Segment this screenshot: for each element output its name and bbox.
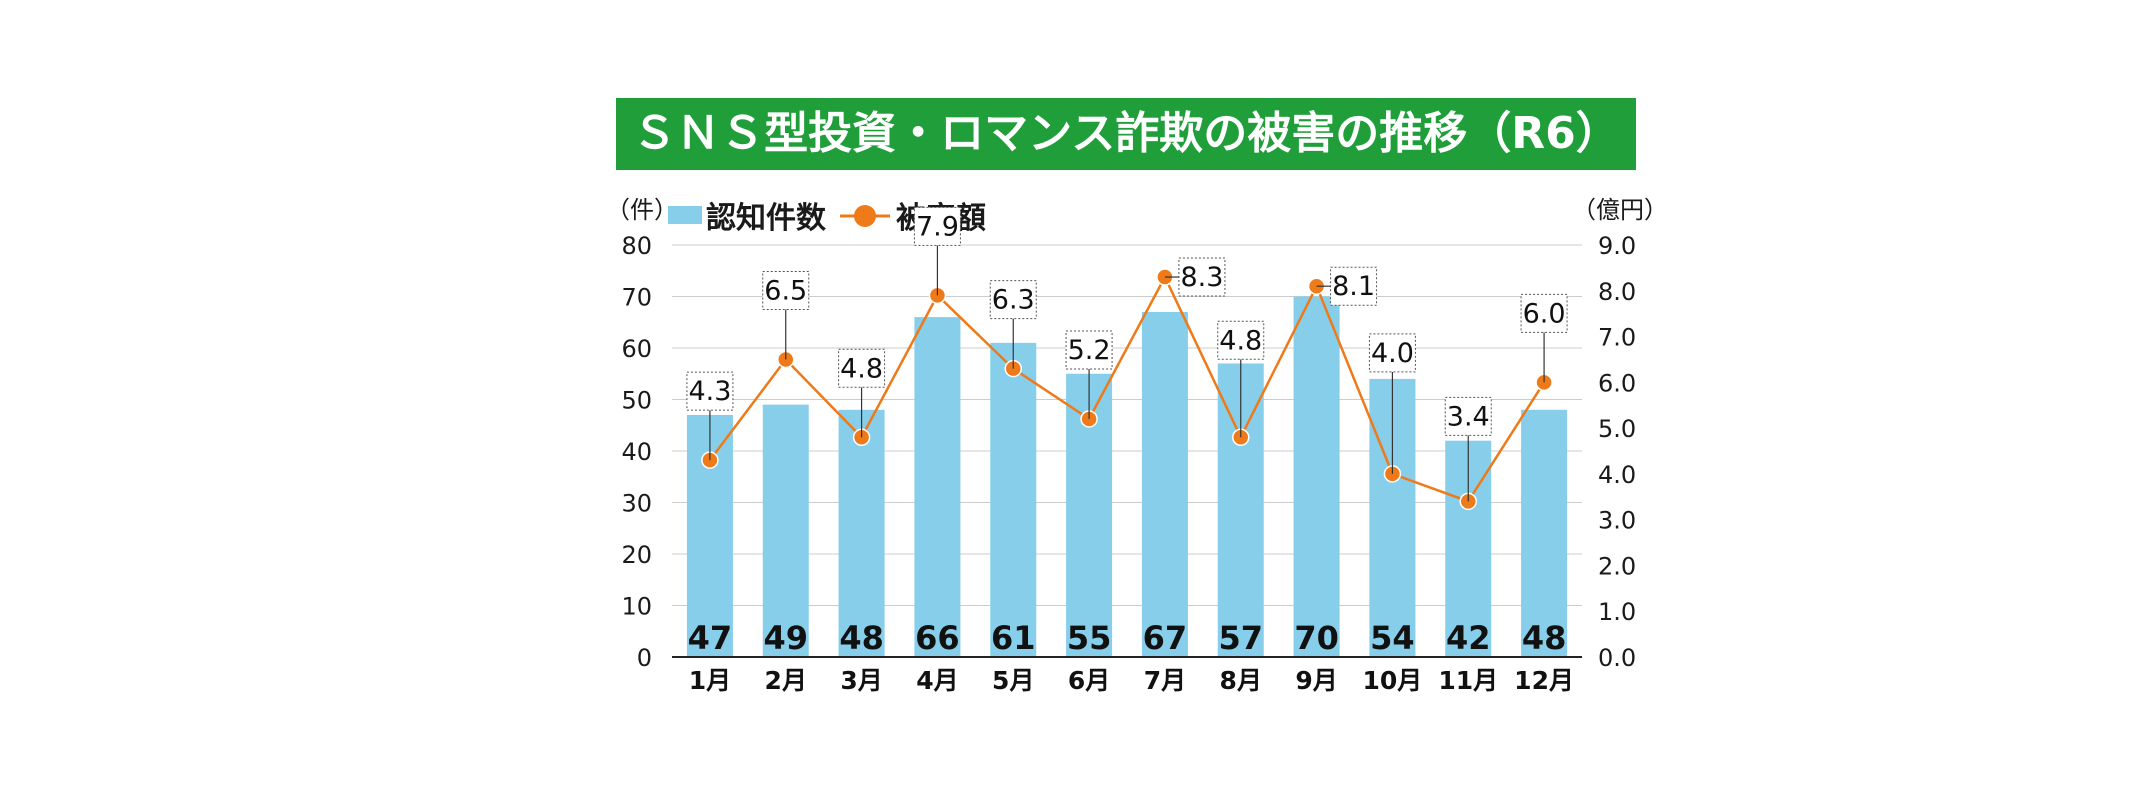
line-path: [708, 274, 1546, 503]
right-tick-label: 1.0: [1598, 598, 1636, 626]
chart-title-banner: ＳＮＳ型投資・ロマンス詐欺の被害の推移（R6）: [616, 98, 1636, 170]
title-background: [616, 98, 1636, 170]
left-tick-label: 50: [621, 387, 652, 415]
line-value-label: 8.3: [1180, 262, 1223, 293]
callout-box: [1065, 330, 1113, 370]
left-tick-label: 40: [621, 438, 652, 466]
axes: 0 10 20 30 40 50 60 70 80 0.0 1.0 2.0 3.0 4.0 5.0 6.0 7.…: [621, 232, 1636, 695]
right-tick-label: 7.0: [1598, 324, 1636, 352]
line-value-label: 6.5: [764, 275, 807, 306]
right-tick-label: 4.0: [1598, 461, 1636, 489]
line-value-label: 4.3: [688, 376, 731, 407]
line-series: [701, 268, 1553, 511]
chart-title: ＳＮＳ型投資・ロマンス詐欺の被害の推移（R6）: [632, 108, 1620, 159]
x-tick-label: 12月: [1514, 666, 1574, 695]
right-tick-label: 2.0: [1598, 552, 1636, 580]
right-tick-label: 6.0: [1598, 369, 1636, 397]
bar: [914, 317, 961, 657]
callout-box: [1330, 266, 1378, 306]
x-tick-label: 5月: [992, 666, 1034, 695]
line-value-label: 4.8: [1219, 325, 1262, 356]
x-tick-label: 9月: [1295, 666, 1337, 695]
right-tick-label: 9.0: [1598, 232, 1636, 260]
callout-box: [686, 371, 734, 411]
line-value-label: 6.3: [992, 285, 1035, 316]
right-tick-label: 8.0: [1598, 278, 1636, 306]
x-tick-label: 10月: [1363, 666, 1423, 695]
left-tick-label: 70: [621, 284, 652, 312]
legend-bar-swatch: [668, 206, 702, 224]
callout-box: [1368, 333, 1416, 373]
line-value-label: 3.4: [1447, 401, 1490, 432]
x-tick-label: 7月: [1144, 666, 1186, 695]
bar-value-label: 55: [1067, 619, 1112, 657]
x-tick-label: 4月: [916, 666, 958, 695]
bar-value-label: 48: [839, 619, 884, 657]
bar: [1521, 409, 1568, 657]
bar-value-label: 54: [1370, 619, 1415, 657]
left-tick-label: 60: [621, 335, 652, 363]
bar: [1293, 296, 1340, 657]
x-tick-label: 1月: [689, 666, 731, 695]
x-tick-label: 2月: [765, 666, 807, 695]
right-tick-label: 0.0: [1598, 644, 1636, 672]
callout-box: [913, 206, 961, 246]
left-tick-label: 30: [621, 490, 652, 518]
line-value-label: 4.8: [840, 353, 883, 384]
x-tick-label: 3月: [840, 666, 882, 695]
right-tick-label: 5.0: [1598, 415, 1636, 443]
bar-value-label: 48: [1522, 619, 1567, 657]
legend-line-marker: [854, 205, 876, 227]
callout-box: [989, 280, 1037, 320]
callout-box: [762, 270, 810, 310]
line-value-label: 7.9: [916, 211, 959, 242]
bar-value-label: 49: [763, 619, 808, 657]
bars: [686, 296, 1568, 657]
right-axis-unit: （億円）: [1572, 196, 1668, 224]
x-tick-label: 6月: [1068, 666, 1110, 695]
bar-value-label: 47: [688, 619, 733, 657]
left-tick-label: 80: [621, 232, 652, 260]
callout-box: [1178, 257, 1226, 297]
line-value-label: 4.0: [1371, 338, 1414, 369]
bar: [762, 404, 809, 657]
callout-box: [1520, 293, 1568, 333]
bar-value-label: 42: [1446, 619, 1491, 657]
legend-bar-label: 認知件数: [706, 201, 827, 236]
line-value-label: 8.1: [1332, 271, 1375, 302]
bar-value-label: 57: [1218, 619, 1263, 657]
line-value-label: 5.2: [1068, 335, 1111, 366]
line-value-label: 6.0: [1523, 298, 1566, 329]
callout-box: [1217, 320, 1265, 360]
legend: 認知件数 被害額: [668, 201, 986, 236]
left-tick-label: 0: [637, 644, 652, 672]
bar-value-label: 67: [1143, 619, 1188, 657]
bar: [1141, 311, 1188, 657]
left-tick-label: 10: [621, 593, 652, 621]
left-axis-unit: （件）: [606, 196, 678, 224]
x-tick-label: 8月: [1220, 666, 1262, 695]
bar: [990, 342, 1037, 657]
bar-value-label: 61: [991, 619, 1036, 657]
data-labels: 47 49 48 66 61 55 67 57 70 54 42 48 4.3 6.5 4.8 7.9 6.3 5…: [686, 206, 1568, 657]
callout-box: [1444, 396, 1492, 436]
bar-value-label: 66: [915, 619, 960, 657]
bar-value-label: 70: [1294, 619, 1339, 657]
x-tick-label: 11月: [1438, 666, 1498, 695]
left-tick-label: 20: [621, 541, 652, 569]
right-tick-label: 3.0: [1598, 507, 1636, 535]
bar: [838, 409, 885, 657]
callout-box: [838, 348, 886, 388]
